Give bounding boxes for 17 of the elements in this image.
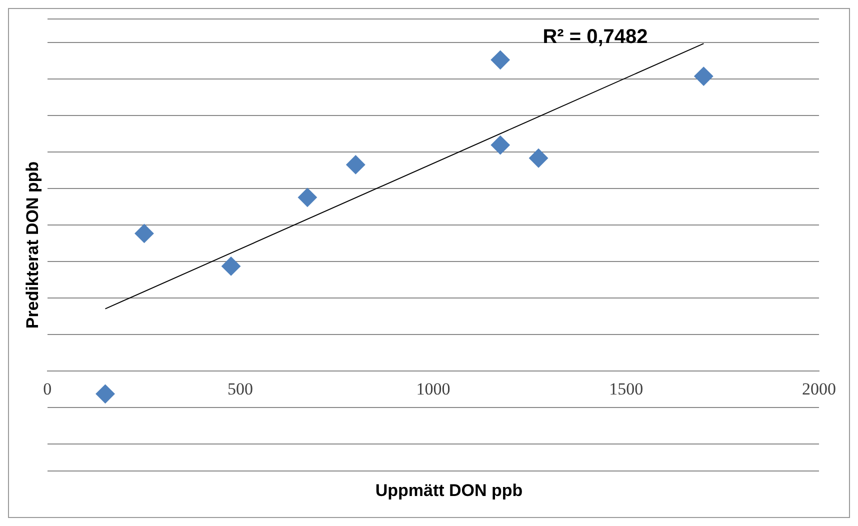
point [490,50,510,70]
point [529,148,548,168]
x-tick-label: 500 [228,380,254,399]
x-tick-label: 2000 [802,380,836,399]
point [694,66,714,86]
x-axis-title: Uppmätt DON ppb [374,481,524,501]
annotation: R² = 0,7482 [542,26,648,48]
point [222,256,241,276]
point [298,188,317,207]
point [490,136,510,155]
x-tick-label: 1500 [609,380,644,399]
point [96,384,115,404]
x-tick-label: 0 [43,380,52,399]
point [346,155,366,174]
point [134,224,154,243]
x-tick-label: 1000 [416,380,450,399]
y-axis-title: Predikterat DON ppb [22,161,42,329]
